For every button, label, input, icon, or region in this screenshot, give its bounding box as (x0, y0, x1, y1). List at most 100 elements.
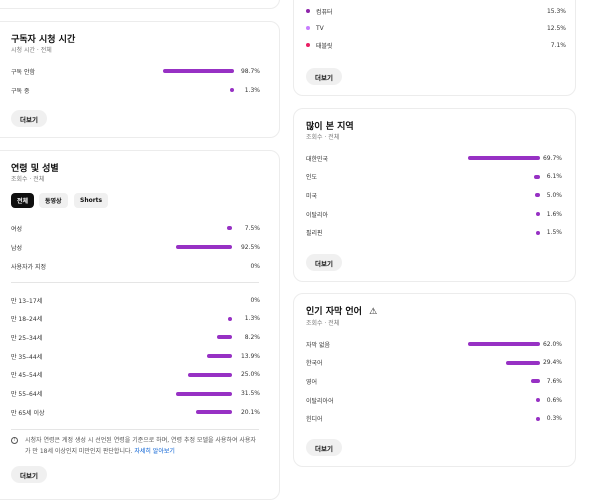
row-bar (176, 245, 232, 249)
row-bar (207, 354, 232, 359)
card-subtitle: 시청 시간 · 전체 (11, 47, 52, 54)
chip-all[interactable]: 전체 (11, 193, 35, 208)
row-value: 29.4% (542, 359, 562, 367)
row-value: 31.5% (240, 390, 260, 397)
row-label: 만 65세 이상 (11, 409, 45, 417)
row-bar (505, 360, 540, 365)
row-bar (536, 212, 540, 217)
list-item: 한국어 29.4% (306, 358, 562, 368)
list-item: 만 13–17세 0% (11, 295, 260, 305)
list-item: 미국 5.0% (306, 190, 562, 200)
row-bar (534, 193, 540, 198)
row-bar (227, 226, 232, 230)
card-title: 많이 본 지역 (306, 122, 354, 132)
row-value: 15.3% (546, 7, 566, 15)
list-item: 컴퓨터 15.3% (306, 6, 566, 16)
row-value: 25.0% (240, 371, 260, 379)
card-top-left-fragment (0, 0, 280, 9)
row-value: 12.5% (546, 24, 566, 32)
subscriber-watch-time-card: 구독자 시청 시간 시청 시간 · 전체 구독 안함 98.7% 구독 중 1.3% … (0, 21, 280, 138)
row-label: 한국어 (306, 360, 323, 368)
more-button[interactable]: 더보기 (11, 110, 47, 127)
row-label: 사용자가 지정 (11, 263, 47, 271)
row-bar (230, 88, 234, 92)
row-label: 컴퓨터 (316, 8, 333, 16)
row-value: 6.1% (546, 173, 562, 181)
row-label: 남성 (11, 244, 23, 252)
row-label: TV (316, 24, 324, 32)
card-title: 구독자 시청 시간 (11, 35, 76, 45)
row-value: 7.6% (546, 377, 562, 385)
legend-dot-icon (306, 9, 310, 13)
more-button[interactable]: 더보기 (306, 254, 342, 271)
row-bar (187, 372, 232, 377)
row-value: 20.1% (240, 408, 260, 416)
more-button[interactable]: 더보기 (11, 466, 47, 483)
list-item: TV 12.5% (306, 23, 566, 33)
more-button[interactable]: 더보기 (306, 439, 342, 456)
row-label: 구독 안함 (11, 68, 35, 76)
row-label: 이탈리아 (306, 211, 329, 219)
top-regions-card: 많이 본 지역 조회수 · 전체 대한민국 69.7% 인도 6.1% 미국 5.0% 이탈… (293, 108, 576, 282)
row-value: 98.7% (240, 67, 260, 75)
row-label: 만 25–34세 (11, 334, 43, 342)
row-value: 0.6% (546, 396, 562, 404)
row-label: 여성 (11, 225, 23, 233)
row-bar (228, 316, 232, 321)
row-value: 8.2% (244, 333, 260, 341)
info-text: 시청자 연령은 계정 생성 시 선언된 연령을 기준으로 하며, 연령 추정 모… (25, 437, 256, 455)
card-subtitle: 조회수 · 전체 (11, 176, 45, 183)
row-value: 7.5% (244, 224, 260, 232)
row-label: 만 35–44세 (11, 353, 43, 361)
divider (11, 282, 259, 283)
warning-icon: ⚠ (369, 307, 378, 317)
list-item: 만 35–44세 13.9% (11, 351, 260, 361)
list-item: 대한민국 69.7% (306, 153, 562, 163)
row-value: 5.0% (546, 191, 562, 199)
row-value: 69.7% (542, 154, 562, 162)
learn-more-link[interactable]: 자세히 알아보기 (134, 448, 175, 455)
row-bar (533, 174, 540, 179)
row-bar (536, 230, 540, 235)
subtitle-languages-card: 인기 자막 언어 ⚠ 조회수 · 전체 자막 없음 62.0% 한국어 29.4% 영어… (293, 293, 576, 467)
row-label: 만 45–54세 (11, 372, 43, 380)
list-item: 만 55–64세 31.5% (11, 389, 260, 399)
row-label: 구독 중 (11, 87, 30, 95)
row-value: 92.5% (240, 243, 260, 251)
card-title-text: 인기 자막 언어 (306, 307, 362, 317)
row-value: 0% (250, 262, 260, 270)
row-value: 1.3% (244, 86, 260, 94)
list-item: 영어 7.6% (306, 376, 562, 386)
row-label: 자막 없음 (306, 341, 330, 349)
list-item: 만 18–24세 1.3% (11, 314, 260, 324)
device-type-card: 컴퓨터 15.3% TV 12.5% 태블릿 7.1% 더보기 (293, 0, 576, 96)
row-label: 만 13–17세 (11, 297, 43, 305)
row-label: 만 55–64세 (11, 391, 43, 398)
card-subtitle: 조회수 · 전체 (306, 320, 340, 327)
row-bar (468, 156, 540, 160)
legend-dot-icon (306, 26, 310, 30)
row-bar (176, 391, 232, 396)
list-item: 만 45–54세 25.0% (11, 370, 260, 380)
row-label: 이탈리아어 (306, 397, 334, 405)
row-label: 만 18–24세 (11, 316, 43, 324)
row-label: 필리핀 (306, 230, 323, 238)
row-label: 대한민국 (306, 155, 329, 163)
list-item: 필리핀 1.5% (306, 228, 562, 238)
list-item: 자막 없음 62.0% (306, 339, 562, 349)
row-value: 0% (250, 296, 260, 304)
chip-shorts[interactable]: Shorts (74, 193, 109, 208)
list-item: 구독 안함 98.7% (11, 66, 260, 76)
row-bar (531, 379, 540, 384)
row-label: 영어 (306, 378, 318, 386)
age-gender-card: 연령 및 성별 조회수 · 전체 전체 동영상 Shorts 여성 7.5% 남성 9… (0, 150, 280, 500)
row-label: 인도 (306, 174, 318, 182)
row-value: 7.1% (550, 41, 566, 49)
chip-video[interactable]: 동영상 (39, 193, 68, 208)
more-button[interactable]: 더보기 (306, 68, 342, 85)
row-bar (536, 416, 540, 421)
card-title: 인기 자막 언어 ⚠ (306, 304, 377, 317)
row-value: 1.3% (244, 315, 260, 323)
list-item: 힌디어 0.3% (306, 414, 562, 424)
card-title: 연령 및 성별 (11, 164, 59, 174)
